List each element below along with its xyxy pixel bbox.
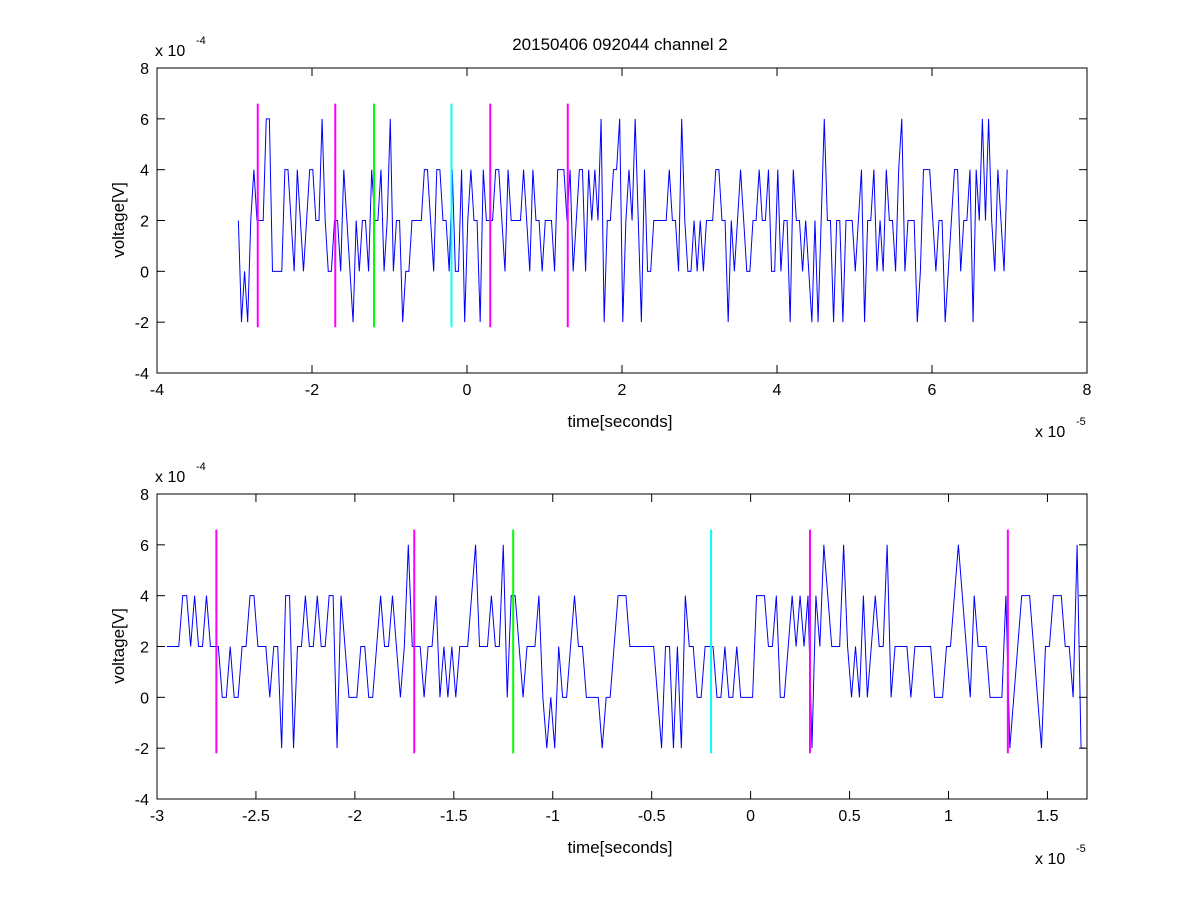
x-axis-label: time[seconds]	[568, 412, 673, 431]
y-axis-label: voltage[V]	[109, 608, 128, 684]
x-multiplier-base: x 10	[1035, 424, 1065, 441]
y-tick-label: 0	[140, 264, 149, 281]
y-tick-label: -2	[135, 315, 149, 332]
x-tick-label: -1	[546, 808, 560, 825]
plot-area: -4 -2 0 2 4 6 8 -4 -2 0 2 4 6 8	[135, 61, 1092, 399]
y-multiplier-exponent: -4	[196, 461, 206, 473]
y-tick-label: -2	[135, 741, 149, 758]
y-tick-label: 6	[140, 112, 149, 129]
x-tick-label: 0	[463, 382, 472, 399]
y-multiplier-exponent: -4	[196, 35, 206, 47]
y-multiplier-base: x 10	[155, 43, 185, 60]
x-tick-label: -2	[305, 382, 319, 399]
y-tick-label: 2	[140, 640, 149, 657]
x-tick-label: 2	[618, 382, 627, 399]
x-axis-label: time[seconds]	[568, 838, 673, 857]
y-multiplier-base: x 10	[155, 469, 185, 486]
x-tick-label: 6	[928, 382, 937, 399]
x-multiplier-exponent: -5	[1076, 416, 1086, 428]
signal-trace	[237, 118, 1008, 323]
bottom-plot: x 10 -4 x 10 -5 time[seconds] voltage[V]…	[109, 461, 1088, 868]
x-tick-label: 0.5	[838, 808, 860, 825]
chart-title: 20150406 092044 channel 2	[512, 35, 728, 54]
x-tick-label: -0.5	[638, 808, 666, 825]
x-tick-label: 1.5	[1036, 808, 1058, 825]
y-tick-label: -4	[135, 366, 149, 383]
y-tick-label: 8	[140, 487, 149, 504]
y-tick-label: 6	[140, 538, 149, 555]
y-tick-label: 2	[140, 214, 149, 231]
x-multiplier: x 10 -5	[1035, 843, 1086, 868]
plot-area: -3 -2.5 -2 -1.5 -1 -0.5 0 0.5 1 1.5 -4 -2 0 2 4 6 8	[135, 487, 1088, 825]
y-axis-label: voltage[V]	[109, 182, 128, 258]
y-multiplier: x 10 -4	[155, 461, 206, 486]
x-tick-label: 4	[773, 382, 782, 399]
x-tick-label: -2	[348, 808, 362, 825]
y-tick-label: 8	[140, 61, 149, 78]
top-plot: 20150406 092044 channel 2 x 10 -4 x 10 -…	[109, 35, 1092, 441]
x-tick-label: -4	[150, 382, 164, 399]
x-tick-label: 8	[1083, 382, 1092, 399]
y-tick-label: 0	[140, 690, 149, 707]
signal-trace	[166, 544, 1086, 749]
y-tick-label: -4	[135, 792, 149, 809]
x-tick-label: -1.5	[440, 808, 468, 825]
x-multiplier: x 10 -5	[1035, 416, 1086, 441]
x-tick-label: -3	[150, 808, 164, 825]
x-tick-label: -2.5	[242, 808, 270, 825]
x-tick-label: 0	[746, 808, 755, 825]
x-tick-label: 1	[944, 808, 953, 825]
y-multiplier: x 10 -4	[155, 35, 206, 60]
x-multiplier-exponent: -5	[1076, 843, 1086, 855]
x-multiplier-base: x 10	[1035, 851, 1065, 868]
y-tick-label: 4	[140, 163, 149, 180]
y-tick-label: 4	[140, 589, 149, 606]
